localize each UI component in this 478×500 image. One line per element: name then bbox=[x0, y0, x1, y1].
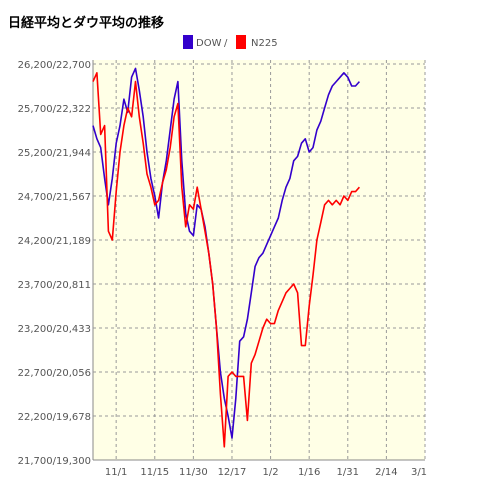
legend-swatch-n225 bbox=[236, 35, 246, 49]
legend-label-dow: DOW bbox=[196, 38, 222, 49]
x-tick-label: 11/30 bbox=[179, 467, 208, 478]
chart-title: 日経平均とダウ平均の推移 bbox=[8, 16, 165, 31]
x-tick-label: 2/14 bbox=[375, 467, 397, 478]
legend-separator: / bbox=[224, 38, 228, 49]
x-tick-label: 11/1 bbox=[105, 467, 127, 478]
x-tick-label: 3/1 bbox=[411, 467, 427, 478]
y-tick-label: 22,700/20,056 bbox=[18, 368, 91, 379]
legend-swatch-dow bbox=[183, 35, 193, 49]
y-tick-label: 26,200/22,700 bbox=[18, 60, 91, 71]
series-line-n225 bbox=[92, 72, 360, 448]
x-tick-label: 1/2 bbox=[263, 467, 279, 478]
y-tick-label: 24,700/21,567 bbox=[18, 192, 91, 203]
plot-area bbox=[93, 60, 425, 460]
y-tick-label: 23,700/20,811 bbox=[18, 280, 91, 291]
x-tick-label: 12/17 bbox=[218, 467, 247, 478]
y-tick-label: 22,200/19,678 bbox=[18, 412, 91, 423]
y-tick-label: 25,700/22,322 bbox=[18, 104, 91, 115]
y-tick-label: 25,200/21,944 bbox=[18, 148, 91, 159]
x-tick-label: 1/31 bbox=[337, 467, 359, 478]
y-tick-label: 21,700/19,300 bbox=[18, 456, 91, 467]
legend-label-n225: N225 bbox=[251, 38, 278, 49]
x-tick-label: 11/15 bbox=[140, 467, 169, 478]
y-tick-label: 24,200/21,189 bbox=[18, 236, 91, 247]
y-tick-label: 23,200/20,433 bbox=[18, 324, 91, 335]
x-tick-label: 1/16 bbox=[298, 467, 320, 478]
